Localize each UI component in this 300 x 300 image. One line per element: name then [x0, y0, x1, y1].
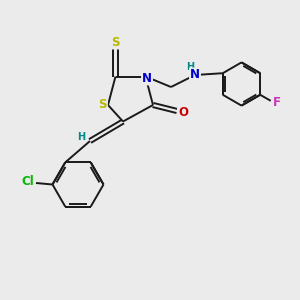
Text: H: H — [186, 61, 195, 72]
Text: F: F — [273, 96, 281, 109]
Text: S: S — [98, 98, 107, 112]
Text: N: N — [142, 71, 152, 85]
Text: H: H — [77, 131, 85, 142]
Text: N: N — [190, 68, 200, 82]
Text: Cl: Cl — [21, 175, 34, 188]
Text: S: S — [111, 35, 120, 49]
Text: O: O — [178, 106, 188, 119]
